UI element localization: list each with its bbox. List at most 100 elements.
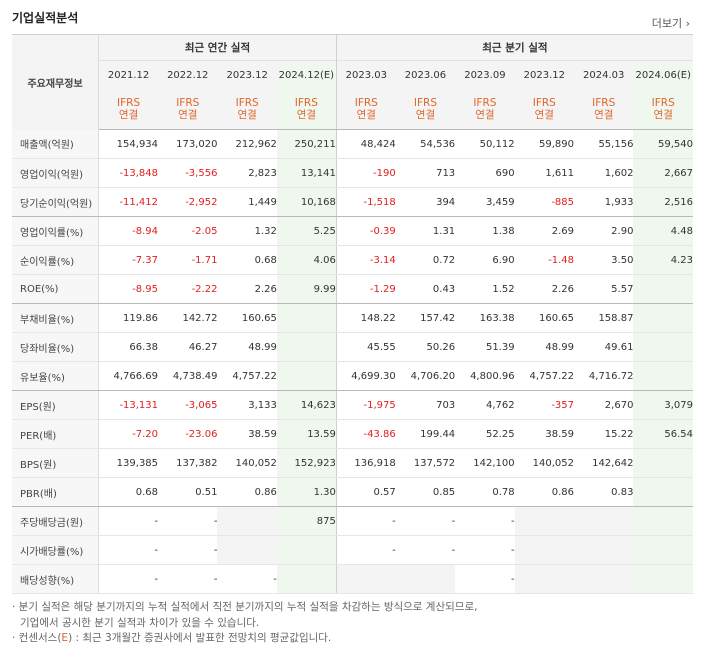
- table-cell: 49.61: [574, 332, 634, 362]
- row-label: 영업이익(억원): [12, 158, 100, 188]
- table-cell: 142,100: [455, 448, 515, 478]
- ifrs-consolidated-label: IFRS 연결: [574, 89, 634, 130]
- table-row: 배당성향(%) - - - -: [12, 564, 693, 594]
- row-label: 주당배당금(원): [12, 506, 100, 536]
- more-link[interactable]: 더보기 ›: [652, 15, 690, 31]
- table-cell: 163.38: [455, 303, 515, 333]
- period-header: 2024.03: [574, 60, 634, 89]
- table-cell: 394: [395, 187, 456, 217]
- table-cell: 173,020: [158, 129, 218, 159]
- table-cell: 46.27: [158, 332, 218, 362]
- table-cell: [395, 564, 456, 594]
- table-cell: -: [158, 564, 218, 594]
- period-header: 2023.03: [335, 60, 396, 89]
- period-header: 2022.12: [158, 60, 218, 89]
- table-cell: 140,052: [514, 448, 575, 478]
- table-body: 매출액(억원) 154,934 173,020 212,962 250,211 48,42…: [12, 129, 693, 594]
- table-cell: -2,952: [158, 187, 218, 217]
- ifrs-consolidated-label: IFRS 연결: [276, 89, 337, 130]
- table-cell: -8.94: [98, 216, 159, 246]
- table-cell: 2,516: [633, 187, 693, 217]
- table-cell: -: [395, 535, 456, 565]
- period-header: 2023.12: [514, 60, 575, 89]
- more-label: 더보기: [651, 17, 683, 30]
- period-header: 2023.12: [217, 60, 277, 89]
- table-cell: 3.50: [574, 245, 634, 275]
- table-cell: 160.65: [217, 303, 277, 333]
- table-cell: 154,934: [98, 129, 159, 159]
- row-label-header: 주요재무정보: [12, 34, 100, 130]
- table-cell: 55,156: [574, 129, 634, 159]
- table-cell: 1.52: [455, 274, 515, 304]
- table-cell: 139,385: [98, 448, 159, 478]
- table-cell: [217, 535, 277, 565]
- table-row: 영업이익률(%) -8.94 -2.05 1.32 5.25 -0.39 1.31 1.38 2…: [12, 216, 693, 246]
- table-cell: -1.71: [158, 245, 218, 275]
- table-cell: -: [158, 535, 218, 565]
- table-cell: 4,762: [455, 390, 515, 420]
- table-cell: -0.39: [335, 216, 396, 246]
- table-cell: -: [158, 506, 218, 536]
- table-cell: -13,848: [98, 158, 159, 188]
- section-title: 기업실적분석: [12, 11, 79, 25]
- table-cell: -: [455, 506, 515, 536]
- table-cell: 4,757.22: [514, 361, 575, 391]
- table-cell: 137,382: [158, 448, 218, 478]
- table-cell: [574, 506, 634, 536]
- table-cell: 0.43: [395, 274, 456, 304]
- table-cell: -: [335, 535, 396, 565]
- ifrs-consolidated-label: IFRS 연결: [217, 89, 277, 130]
- row-label: 시가배당률(%): [12, 535, 100, 565]
- table-cell: -3.14: [335, 245, 396, 275]
- table-cell: 1,602: [574, 158, 634, 188]
- table-cell: -2.05: [158, 216, 218, 246]
- annual-group-header: 최근 연간 실적: [98, 34, 337, 61]
- table-cell: 48,424: [335, 129, 396, 159]
- table-cell: -3,556: [158, 158, 218, 188]
- table-cell: 1,611: [514, 158, 575, 188]
- table-cell: 2,823: [217, 158, 277, 188]
- ifrs-header-row: IFRS 연결 IFRS 연결 IFRS 연결 IFRS 연결 IFRS 연결 IFRS 연결 IFRS…: [12, 89, 693, 130]
- table-cell: 3,459: [455, 187, 515, 217]
- table-cell: 136,918: [335, 448, 396, 478]
- table-cell: 59,890: [514, 129, 575, 159]
- table-row: EPS(원) -13,131 -3,065 3,133 14,623 -1,975 703 4…: [12, 390, 693, 420]
- row-label: PER(배): [12, 419, 100, 449]
- table-cell: 4,738.49: [158, 361, 218, 391]
- table-cell: -190: [335, 158, 396, 188]
- row-label: PBR(배): [12, 477, 100, 507]
- table-cell: [633, 477, 693, 507]
- table-cell: [633, 564, 693, 594]
- table-cell: 160.65: [514, 303, 575, 333]
- table-row: 순이익률(%) -7.37 -1.71 0.68 4.06 -3.14 0.72 6.90 -1…: [12, 245, 693, 275]
- table-cell: [633, 303, 693, 333]
- row-label: 매출액(억원): [12, 129, 100, 159]
- table-cell: 119.86: [98, 303, 159, 333]
- table-cell: 56.54: [633, 419, 693, 449]
- table-row: 매출액(억원) 154,934 173,020 212,962 250,211 48,42…: [12, 129, 693, 159]
- ifrs-consolidated-label: IFRS 연결: [455, 89, 515, 130]
- table-cell: [276, 535, 337, 565]
- table-cell: 148.22: [335, 303, 396, 333]
- table-cell: -: [98, 506, 159, 536]
- table-cell: 50,112: [455, 129, 515, 159]
- table-cell: [276, 303, 337, 333]
- ifrs-consolidated-label: IFRS 연결: [335, 89, 396, 130]
- period-header: 2024.06(E): [633, 60, 693, 89]
- table-cell: 2,667: [633, 158, 693, 188]
- table-cell: 2,670: [574, 390, 634, 420]
- table-cell: 45.55: [335, 332, 396, 362]
- table-cell: 3,079: [633, 390, 693, 420]
- table-cell: 5.57: [574, 274, 634, 304]
- table-cell: [276, 332, 337, 362]
- row-label: EPS(원): [12, 390, 100, 420]
- table-cell: -1.29: [335, 274, 396, 304]
- ifrs-consolidated-label: IFRS 연결: [514, 89, 575, 130]
- table-cell: 875: [276, 506, 337, 536]
- row-label: 당기순이익(억원): [12, 187, 100, 217]
- table-cell: 1,933: [574, 187, 634, 217]
- table-cell: 38.59: [217, 419, 277, 449]
- period-header: 2023.09: [455, 60, 515, 89]
- row-label: ROE(%): [12, 274, 100, 304]
- table-cell: 0.86: [514, 477, 575, 507]
